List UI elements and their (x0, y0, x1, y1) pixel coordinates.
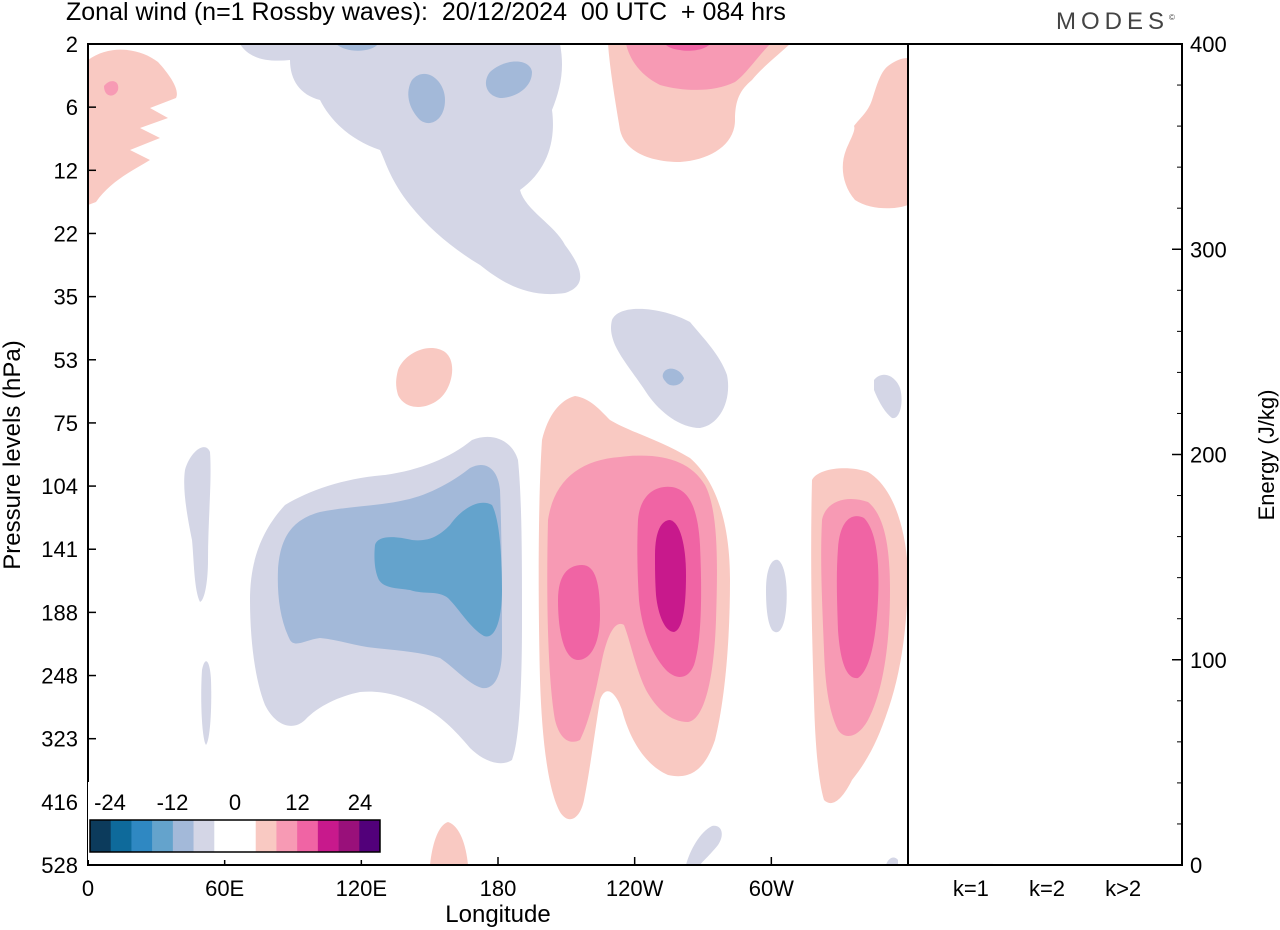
colorbar-label: 24 (348, 790, 372, 815)
colorbar-swatch (359, 820, 381, 852)
colorbar-swatch (172, 820, 194, 852)
logo-mark: © (1169, 13, 1175, 22)
colorbar-swatch (110, 820, 132, 852)
colorbar-swatch (131, 820, 153, 852)
energy-category-label: k>2 (1105, 876, 1141, 901)
contour-pos-trop-inner-left (558, 565, 600, 660)
colorbar-label: -12 (157, 790, 189, 815)
contour-neg-small-90w (766, 559, 787, 633)
contour-pos-strat-core (665, 44, 710, 51)
contour-neg-trop-core (374, 502, 502, 637)
energy-tick-label: 0 (1190, 853, 1202, 878)
y-axis: 2 6 12 22 35 53 75 104 141 188 248 323 416 528 (41, 32, 96, 878)
contour-neg-thin1 (184, 447, 211, 602)
y-tick-label: 22 (54, 221, 78, 246)
contour-pos-right-core (836, 516, 879, 679)
y-tick-label: 75 (54, 411, 78, 436)
x-axis-label: Longitude (445, 901, 550, 928)
contour-pos-topleft-core (104, 81, 119, 96)
colorbar-swatch (317, 820, 339, 852)
y-tick-label: 528 (41, 853, 78, 878)
contour-neg-strat-core3 (336, 44, 378, 51)
contour-pos-bottom (430, 822, 468, 865)
y-tick-label: 323 (41, 727, 78, 752)
contour-neg-bottom2 (886, 857, 898, 865)
contour-neg-bottom (686, 825, 722, 865)
y-tick-label: 2 (66, 32, 78, 57)
contour-neg-mid-core (662, 368, 684, 386)
colorbar-swatch (255, 820, 277, 852)
chart-title: Zonal wind (n=1 Rossby waves): 20/12/202… (66, 0, 786, 26)
contour-pos-right-strat (842, 58, 908, 209)
x-axis: 0 60E 120E 180 120W 60W (82, 857, 794, 901)
energy-axis-label: Energy (J/kg) (1254, 390, 1279, 521)
x-tick-label: 60E (205, 876, 244, 901)
colorbar-swatch (276, 820, 298, 852)
colorbar: -24 -12 0 12 24 (88, 782, 382, 860)
contour-pos-topleft (88, 49, 177, 206)
modes-logo: MODES© (1056, 8, 1175, 36)
energy-category-label: k=2 (1029, 876, 1065, 901)
y-tick-label: 35 (54, 285, 78, 310)
colorbar-swatch (90, 820, 112, 852)
y-axis-label: Pressure levels (hPa) (0, 340, 26, 569)
contour-pos-small (396, 348, 453, 407)
energy-bars: k=1 k=2 k>2 (948, 863, 1146, 901)
colorbar-swatch (214, 820, 236, 852)
contour-neg-right-small (874, 374, 902, 419)
contour-neg-strat (240, 44, 581, 295)
y-tick-label: 12 (54, 158, 78, 183)
energy-axis: 0 100 200 300 400 (1172, 32, 1227, 878)
contour-neg-mid (611, 308, 729, 428)
x-tick-label: 120W (606, 876, 664, 901)
contour-pos-strat-mid (626, 44, 770, 90)
colorbar-label: -24 (94, 790, 126, 815)
colorbar-swatch (152, 820, 174, 852)
colorbar-swatch (193, 820, 215, 852)
energy-plot-frame (907, 43, 1183, 866)
colorbar-swatch (338, 820, 360, 852)
x-tick-label: 60W (749, 876, 794, 901)
y-tick-label: 188 (41, 600, 78, 625)
colorbar-swatch (297, 820, 319, 852)
x-tick-label: 180 (480, 876, 517, 901)
y-tick-label: 248 (41, 664, 78, 689)
contour-neg-strat-core2 (485, 61, 532, 98)
energy-tick-label: 400 (1190, 32, 1227, 57)
contour-neg-thin2 (201, 661, 212, 745)
y-tick-label: 6 (66, 95, 78, 120)
y-tick-label: 104 (41, 474, 78, 499)
energy-bar (1101, 864, 1146, 866)
colorbar-label: 12 (285, 790, 309, 815)
contour-neg-strat-core1 (408, 73, 445, 124)
colorbar-frame (89, 819, 381, 853)
contour-field (88, 44, 908, 865)
x-tick-label: 0 (82, 876, 94, 901)
energy-tick-label: 100 (1190, 648, 1227, 673)
colorbar-swatch (235, 820, 257, 852)
y-tick-label: 53 (54, 348, 78, 373)
energy-category-label: k=1 (953, 876, 989, 901)
colorbar-label: 0 (229, 790, 241, 815)
energy-tick-label: 300 (1190, 237, 1227, 262)
contour-pos-trop-core (655, 520, 686, 632)
energy-bar (948, 863, 993, 866)
y-tick-label: 416 (41, 790, 78, 815)
x-tick-label: 120E (336, 876, 387, 901)
energy-tick-label: 200 (1190, 443, 1227, 468)
logo-text: MODES (1056, 8, 1170, 35)
y-tick-label: 141 (41, 537, 78, 562)
energy-bar (1025, 864, 1069, 866)
